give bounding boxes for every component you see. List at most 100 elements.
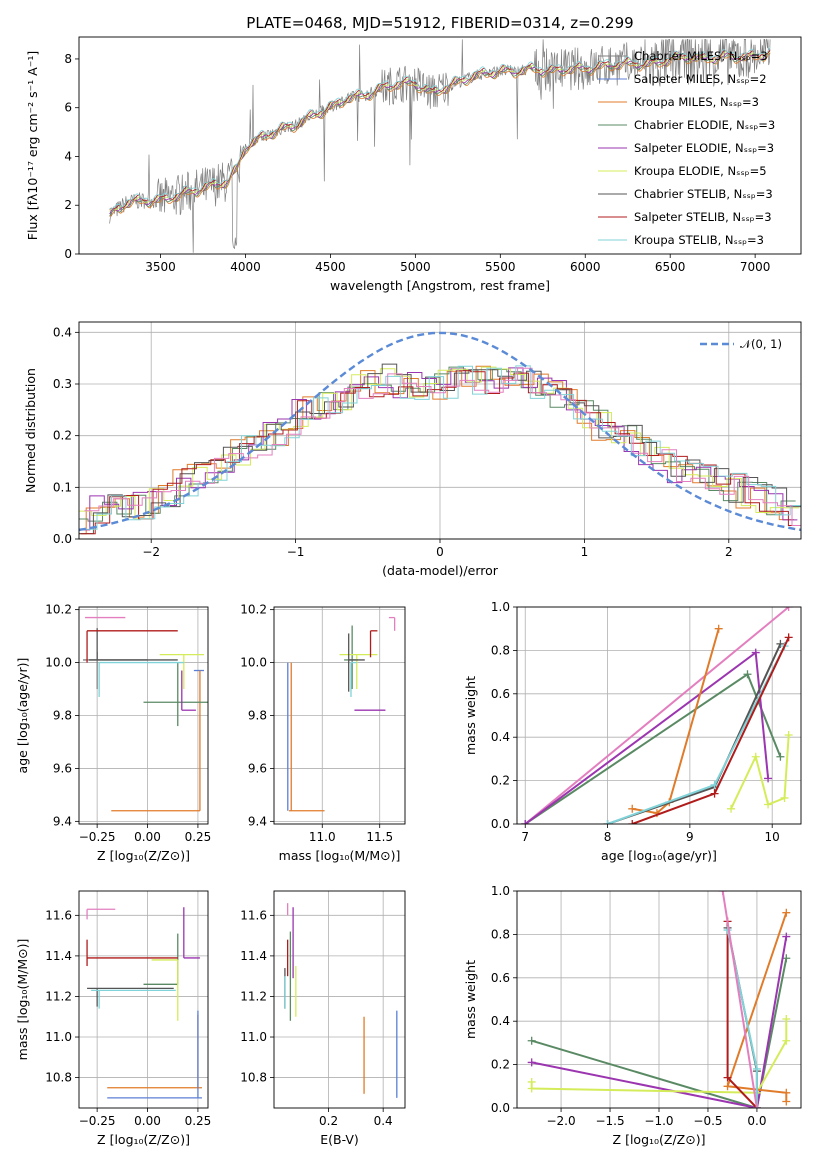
x-tick-label: 0.25	[185, 830, 212, 844]
model-fit-line	[109, 52, 771, 217]
x-tick-label: 7000	[740, 260, 771, 274]
x-tick-label: 5000	[400, 260, 431, 274]
x-tick-label: 1	[581, 545, 589, 559]
series-line	[524, 672, 782, 824]
y-tick-label: 11.4	[240, 949, 267, 963]
data-point-marker	[752, 1064, 761, 1073]
data-point-marker	[527, 1036, 536, 1045]
data-point-marker	[784, 607, 793, 611]
x-tick-label: 0.0	[747, 1114, 766, 1128]
x-tick-label: −2	[142, 545, 160, 559]
y-tick-label: 0.8	[491, 643, 510, 657]
plot-area	[83, 616, 208, 812]
y-tick-label: 11.4	[45, 949, 72, 963]
y-tick-label: 11.2	[45, 989, 72, 1003]
y-tick-label: 6	[64, 101, 72, 115]
y-tick-label: 10.2	[240, 603, 267, 617]
panel-residuals: −2 −1 0 1 2 0.0 0.1 0.2 0.3 0.4 (data-model)/error…	[23, 321, 802, 578]
y-tick-label: 2	[64, 198, 72, 212]
x-tick-label: −1	[287, 545, 305, 559]
legend-label: Kroupa ELODIE, Nₛₛₚ=5	[634, 164, 767, 178]
y-tick-label: 0.4	[491, 730, 510, 744]
legend-label: Salpeter ELODIE, Nₛₛₚ=3	[634, 141, 774, 155]
x-tick-label: 6500	[655, 260, 686, 274]
legend-label: Salpeter STELIB, Nₛₛₚ=3	[634, 210, 772, 224]
histogram-step-line	[79, 366, 796, 522]
series-line	[531, 936, 788, 1108]
plot-area	[284, 903, 398, 1098]
y-tick-label: 10.0	[240, 656, 267, 670]
panel-mass-weight-vs-age: 7 8 9 10 0.0 0.2 0.4 0.6 0.8 1.0 age [log₁₀(age/yr…	[463, 600, 802, 863]
x-tick-label: 0.00	[134, 1114, 161, 1128]
x-tick-label: −0.25	[79, 830, 116, 844]
y-tick-label: 10.8	[240, 1071, 267, 1085]
data-point-marker	[784, 633, 793, 642]
y-tick-label: 10.0	[45, 656, 72, 670]
y-tick-label: 11.2	[240, 989, 267, 1003]
x-tick-label: 0.00	[134, 830, 161, 844]
plot-area	[527, 891, 791, 1108]
y-tick-label: 0.1	[53, 480, 72, 494]
data-point-marker	[751, 752, 760, 761]
y-tick-label: 0.2	[491, 774, 510, 788]
y-axis-label: Flux [fλ10⁻¹⁷ erg cm⁻² s⁻¹ A⁻¹]	[25, 51, 40, 240]
y-tick-label: 0.8	[491, 927, 510, 941]
data-point-marker	[782, 908, 791, 917]
legend-label: Chabrier ELODIE, Nₛₛₚ=3	[634, 118, 775, 132]
y-tick-label: 11.6	[240, 908, 267, 922]
panel-age-vs-metallicity: −0.25 0.00 0.25 9.4 9.6 9.8 10.0 10.2 Z [log₁₀(Z…	[15, 603, 211, 863]
x-tick-label: 0.25	[185, 1114, 212, 1128]
data-point-marker	[727, 804, 736, 813]
y-tick-label: 0.0	[53, 532, 72, 546]
observed-spectrum-line	[109, 38, 771, 253]
x-tick-label: 4500	[315, 260, 346, 274]
x-tick-label: −2.0	[546, 1114, 575, 1128]
data-point-marker	[743, 670, 752, 679]
data-point-marker	[723, 1073, 732, 1082]
histogram-step-line	[80, 370, 801, 535]
data-point-marker	[776, 752, 785, 761]
data-point-marker	[527, 1084, 536, 1093]
y-tick-label: 9.8	[248, 709, 267, 723]
panel-mass-vs-ebv: 0.2 0.4 10.8 11.0 11.2 11.4 11.6 E(B-V)	[240, 890, 406, 1147]
x-tick-label: 5500	[485, 260, 516, 274]
histogram-step-line	[82, 365, 801, 530]
axes-frame	[78, 321, 802, 540]
y-tick-label: 10.2	[45, 603, 72, 617]
x-tick-label: 6000	[570, 260, 601, 274]
x-axis-label: wavelength [Angstrom, rest frame]	[330, 278, 550, 293]
y-tick-label: 0.6	[491, 687, 510, 701]
y-tick-label: 0.2	[491, 1058, 510, 1072]
series-line	[721, 891, 758, 1108]
axes-frame	[78, 890, 209, 1109]
axes-frame	[516, 890, 802, 1109]
data-point-marker	[521, 820, 530, 824]
axes-frame	[516, 606, 802, 825]
y-tick-label: 0.0	[491, 817, 510, 831]
data-point-marker	[527, 1058, 536, 1067]
x-tick-label: 4000	[230, 260, 261, 274]
y-tick-label: 9.4	[248, 814, 267, 828]
axes-frame	[78, 606, 209, 825]
data-point-marker	[714, 624, 723, 633]
y-tick-label: 8	[64, 52, 72, 66]
y-axis-label: mass weight	[463, 960, 478, 1039]
plot-area	[86, 907, 202, 1099]
y-tick-label: 0.0	[491, 1101, 510, 1115]
legend-label: Chabrier STELIB, Nₛₛₚ=3	[634, 187, 773, 201]
data-point-marker	[710, 780, 719, 789]
x-axis-label: Z [log₁₀(Z/Z⊙)]	[613, 1132, 706, 1147]
data-point-marker	[776, 639, 785, 648]
y-tick-label: 11.6	[45, 908, 72, 922]
legend-label: Kroupa STELIB, Nₛₛₚ=3	[634, 233, 764, 247]
y-axis-label: age [log₁₀(age/yr)]	[15, 658, 30, 774]
y-tick-label: 0.4	[491, 1014, 510, 1028]
x-tick-label: −1.0	[644, 1114, 673, 1128]
y-tick-label: 9.6	[248, 761, 267, 775]
x-tick-label: 0.2	[319, 1114, 338, 1128]
x-axis-label: E(B-V)	[320, 1132, 359, 1147]
x-axis-label: Z [log₁₀(Z/Z⊙)]	[97, 1132, 190, 1147]
y-tick-label: 0.6	[491, 971, 510, 985]
x-tick-label: 7	[521, 830, 529, 844]
y-axis-label: mass weight	[463, 676, 478, 755]
